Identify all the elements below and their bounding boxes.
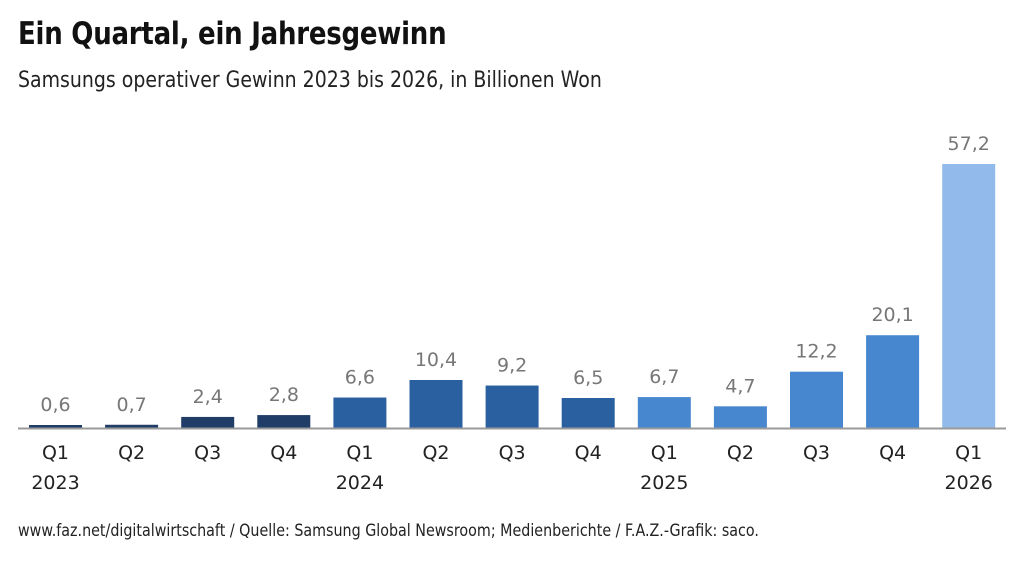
bar — [29, 425, 82, 428]
value-label: 0,7 — [116, 394, 146, 416]
value-label: 2,4 — [193, 386, 223, 408]
year-label: 2025 — [640, 472, 688, 494]
chart-title: Ein Quartal, ein Jahresgewinn — [18, 16, 447, 52]
value-label: 9,2 — [497, 355, 527, 377]
bar — [409, 380, 463, 428]
x-tick-label: Q2 — [118, 442, 145, 464]
value-label: 6,7 — [649, 366, 679, 388]
bar — [561, 398, 615, 428]
x-tick-label: Q3 — [499, 442, 526, 464]
x-tick-label: Q2 — [727, 442, 754, 464]
x-tick-label: Q4 — [575, 442, 602, 464]
value-label: 0,6 — [40, 394, 70, 416]
x-tick-label: Q4 — [270, 442, 297, 464]
x-tick-label: Q2 — [422, 442, 449, 464]
year-label: 2023 — [31, 472, 79, 494]
bar — [942, 164, 996, 428]
x-tick-label: Q4 — [879, 442, 906, 464]
value-label: 10,4 — [415, 349, 457, 371]
bar — [181, 416, 235, 428]
value-label: 20,1 — [871, 304, 913, 326]
x-tick-label: Q1 — [955, 442, 982, 464]
bar — [257, 415, 311, 428]
source-footer: www.faz.net/digitalwirtschaft / Quelle: … — [18, 521, 759, 541]
x-tick-label: Q3 — [194, 442, 221, 464]
value-label: 12,2 — [795, 341, 837, 363]
year-label: 2026 — [945, 472, 993, 494]
value-label: 6,6 — [345, 367, 375, 389]
x-tick-label: Q1 — [651, 442, 678, 464]
bar — [485, 385, 539, 428]
year-label: 2024 — [336, 472, 384, 494]
value-label: 57,2 — [948, 133, 990, 155]
value-label: 2,8 — [269, 384, 299, 406]
value-label: 6,5 — [573, 367, 603, 389]
chart-subtitle: Samsungs operativer Gewinn 2023 bis 2026… — [18, 68, 602, 93]
bar — [333, 397, 387, 428]
bar — [637, 397, 691, 428]
x-tick-label: Q3 — [803, 442, 830, 464]
bar — [866, 335, 920, 428]
bar — [790, 371, 843, 428]
bar — [713, 406, 767, 428]
x-tick-label: Q1 — [42, 442, 69, 464]
x-tick-label: Q1 — [346, 442, 373, 464]
bar — [105, 424, 159, 428]
value-label: 4,7 — [725, 375, 755, 397]
